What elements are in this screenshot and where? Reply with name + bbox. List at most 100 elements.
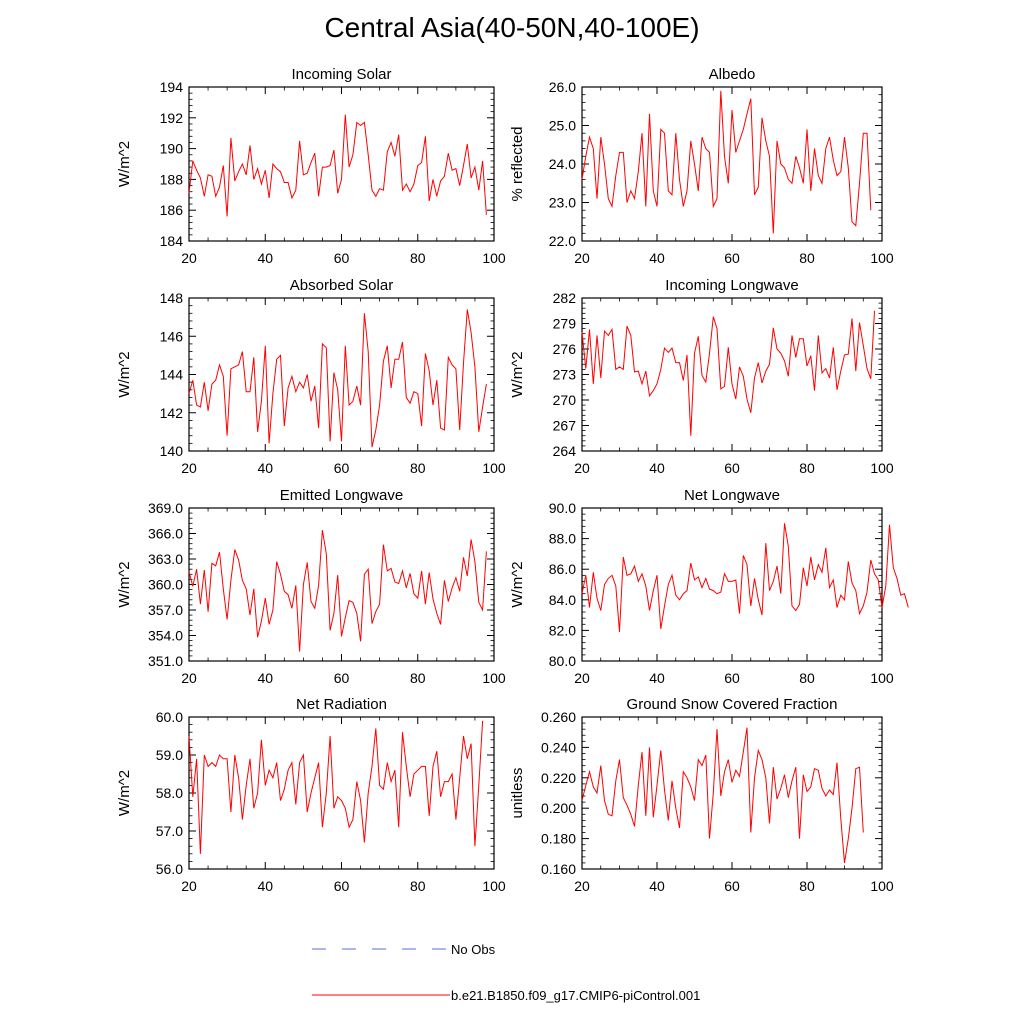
legend-label-picontrol: b.e21.B1850.f09_g17.CMIP6-piControl.001	[451, 988, 700, 1003]
emitted-longwave-ytick-label: 357.0	[148, 602, 183, 618]
emitted-longwave-ytick-label: 360.0	[148, 577, 183, 593]
incoming-longwave-xtick-label: 20	[574, 460, 590, 476]
emitted-longwave-xtick-label: 100	[482, 670, 506, 686]
ground-snow-covered-fraction-xtick-label: 60	[724, 878, 740, 894]
incoming-longwave-ytick-label: 276	[553, 341, 577, 357]
ground-snow-covered-fraction-xtick-label: 80	[799, 878, 815, 894]
incoming-longwave-ytick-label: 282	[553, 290, 577, 306]
ground-snow-covered-fraction-ytick-label: 0.220	[541, 770, 576, 786]
incoming-solar-ytick-label: 194	[160, 79, 184, 95]
panel-incoming-longwave: Incoming Longwave W/m^2 264 267 270 273 276 279…	[509, 277, 894, 476]
net-radiation-ytick-label: 59.0	[156, 747, 183, 763]
incoming-solar-ytick-label: 190	[160, 141, 184, 157]
incoming-solar-ytick-label: 192	[160, 110, 184, 126]
incoming-solar-xtick-label: 80	[410, 250, 426, 266]
albedo-xtick-label: 40	[649, 250, 665, 266]
net-longwave-ytick-label: 90.0	[549, 500, 576, 516]
net-longwave-xtick-label: 20	[574, 670, 590, 686]
net-radiation-plot-frame	[188, 716, 495, 870]
legend: No Obs b.e21.B1850.f09_g17.CMIP6-piContr…	[312, 942, 700, 1003]
net-radiation-ylabel: W/m^2	[116, 770, 133, 816]
absorbed-solar-ytick-label: 140	[160, 443, 184, 459]
net-longwave-ytick-label: 86.0	[549, 561, 576, 577]
incoming-solar-plot-frame	[188, 86, 495, 242]
incoming-longwave-ytick-label: 273	[553, 367, 577, 383]
incoming-solar-xtick-label: 20	[181, 250, 197, 266]
incoming-solar-xtick-label: 40	[257, 250, 273, 266]
albedo-xtick-label: 60	[724, 250, 740, 266]
absorbed-solar-ytick-label: 142	[160, 405, 184, 421]
panel-net-longwave: Net Longwave W/m^2 80.0 82.0 84.0 86.0 88.0 90.…	[509, 487, 909, 686]
emitted-longwave-plot-frame	[188, 507, 495, 662]
absorbed-solar-title: Absorbed Solar	[290, 277, 393, 294]
panels: Incoming Solar W/m^2 184 186 188 190 192 194 20 4…	[116, 66, 909, 894]
emitted-longwave-ytick-label: 366.0	[148, 526, 183, 542]
absorbed-solar-xtick-label: 20	[181, 460, 197, 476]
emitted-longwave-xtick-label: 40	[257, 670, 273, 686]
absorbed-solar-xtick-label: 80	[410, 460, 426, 476]
net-longwave-title: Net Longwave	[684, 487, 780, 504]
ground-snow-covered-fraction-ytick-label: 0.180	[541, 831, 576, 847]
incoming-solar-ytick-label: 188	[160, 171, 184, 187]
emitted-longwave-ytick-label: 351.0	[148, 653, 183, 669]
net-radiation-xtick-label: 20	[181, 878, 197, 894]
absorbed-solar-xtick-label: 40	[257, 460, 273, 476]
incoming-longwave-xtick-label: 40	[649, 460, 665, 476]
net-longwave-ytick-label: 80.0	[549, 653, 576, 669]
absorbed-solar-ylabel: W/m^2	[116, 351, 133, 397]
albedo-ylabel: % reflected	[509, 126, 526, 201]
panel-ground-snow-covered-fraction: Ground Snow Covered Fraction unitless 0.16…	[509, 696, 894, 894]
panel-albedo: Albedo % reflected 22.0 23.0 24.0 25.0 26.0 20 4…	[509, 66, 894, 266]
ground-snow-covered-fraction-ytick-label: 0.160	[541, 861, 576, 877]
net-longwave-ytick-label: 82.0	[549, 622, 576, 638]
absorbed-solar-ytick-label: 146	[160, 328, 184, 344]
ground-snow-covered-fraction-xtick-label: 20	[574, 878, 590, 894]
net-radiation-ytick-label: 57.0	[156, 823, 183, 839]
net-longwave-xtick-label: 60	[724, 670, 740, 686]
incoming-solar-ylabel: W/m^2	[116, 141, 133, 187]
albedo-title: Albedo	[709, 66, 756, 83]
net-radiation-ytick-label: 60.0	[156, 709, 183, 725]
albedo-xtick-label: 80	[799, 250, 815, 266]
net-longwave-xtick-label: 80	[799, 670, 815, 686]
panel-incoming-solar: Incoming Solar W/m^2 184 186 188 190 192 194 20 4…	[116, 66, 506, 266]
net-radiation-title: Net Radiation	[296, 696, 387, 713]
incoming-longwave-xtick-label: 80	[799, 460, 815, 476]
panel-net-radiation: Net Radiation W/m^2 56.0 57.0 58.0 59.0 60.0 20…	[116, 696, 506, 894]
incoming-longwave-xtick-label: 100	[870, 460, 894, 476]
emitted-longwave-xtick-label: 20	[181, 670, 197, 686]
emitted-longwave-series-line	[188, 530, 487, 652]
incoming-solar-xtick-label: 100	[482, 250, 506, 266]
incoming-longwave-ylabel: W/m^2	[509, 351, 526, 397]
incoming-longwave-ytick-label: 270	[553, 392, 577, 408]
albedo-xtick-label: 100	[870, 250, 894, 266]
absorbed-solar-ytick-label: 144	[160, 367, 184, 383]
albedo-ytick-label: 22.0	[549, 233, 576, 249]
incoming-longwave-title: Incoming Longwave	[665, 277, 798, 294]
ground-snow-covered-fraction-ylabel: unitless	[509, 768, 526, 819]
legend-label-no-obs: No Obs	[451, 942, 496, 957]
emitted-longwave-ytick-label: 369.0	[148, 500, 183, 516]
incoming-longwave-ytick-label: 279	[553, 316, 577, 332]
panel-emitted-longwave: Emitted Longwave W/m^2 351.0 354.0 357.0 360.…	[116, 487, 506, 686]
net-radiation-xtick-label: 60	[334, 878, 350, 894]
ground-snow-covered-fraction-ytick-label: 0.260	[541, 709, 576, 725]
incoming-solar-title: Incoming Solar	[291, 66, 391, 83]
net-longwave-ylabel: W/m^2	[509, 561, 526, 607]
ground-snow-covered-fraction-xtick-label: 40	[649, 878, 665, 894]
absorbed-solar-ytick-label: 148	[160, 290, 184, 306]
incoming-longwave-plot-frame	[581, 297, 883, 452]
net-radiation-xtick-label: 80	[410, 878, 426, 894]
ground-snow-covered-fraction-ytick-label: 0.200	[541, 800, 576, 816]
incoming-longwave-ytick-label: 264	[553, 443, 577, 459]
absorbed-solar-plot-frame	[188, 297, 495, 452]
emitted-longwave-ytick-label: 354.0	[148, 628, 183, 644]
ground-snow-covered-fraction-plot-frame	[581, 716, 883, 870]
albedo-ytick-label: 23.0	[549, 195, 576, 211]
net-longwave-ytick-label: 84.0	[549, 592, 576, 608]
net-radiation-xtick-label: 100	[482, 878, 506, 894]
absorbed-solar-xtick-label: 100	[482, 460, 506, 476]
incoming-solar-ytick-label: 186	[160, 202, 184, 218]
incoming-longwave-series-line	[581, 310, 875, 436]
